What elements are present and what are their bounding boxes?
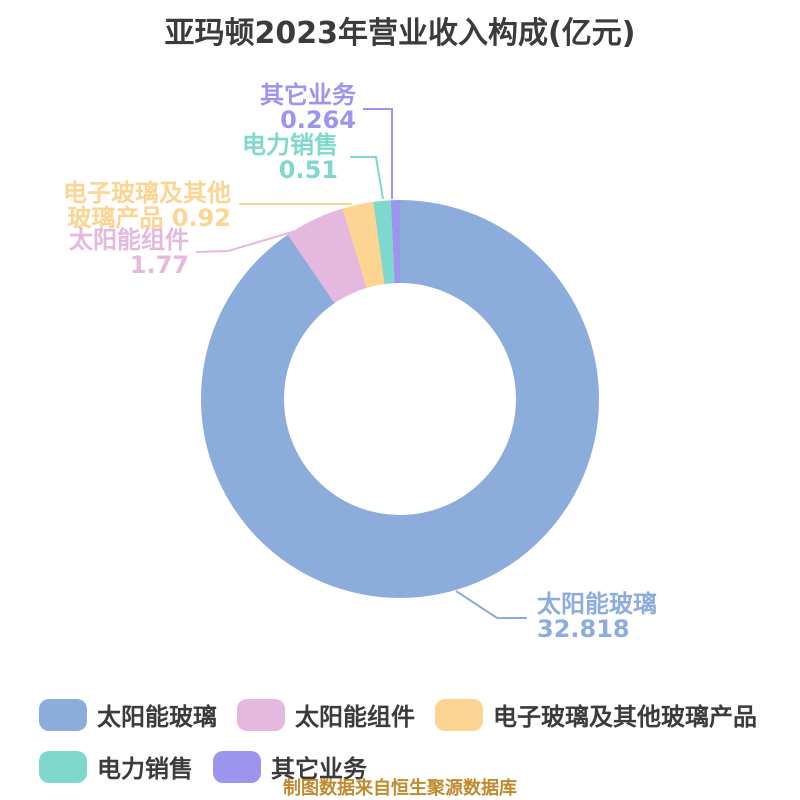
- callout-solar-module-name: 太阳能组件: [69, 226, 189, 254]
- callout-solar-glass-name: 太阳能玻璃: [537, 590, 657, 618]
- callout-solar-glass: 太阳能玻璃 32.818: [537, 592, 657, 642]
- callout-power-sales-name: 电力销售: [242, 131, 338, 159]
- chart-title: 亚玛顿2023年营业收入构成(亿元): [164, 16, 636, 51]
- legend-swatch-electronic-glass: [435, 698, 483, 731]
- callout-solar-module-value: 1.77: [129, 251, 189, 279]
- callout-other-business: 其它业务 0.264: [260, 83, 356, 133]
- legend-item-other-business: 其它业务: [213, 749, 367, 784]
- callout-other-business-value: 0.264: [280, 106, 356, 134]
- legend-swatch-solar-glass: [39, 698, 87, 731]
- legend-item-solar-glass: 太阳能玻璃: [39, 697, 217, 732]
- legend-item-power-sales: 电力销售: [39, 749, 193, 784]
- legend-item-electronic-glass: 电子玻璃及其他玻璃产品: [435, 697, 757, 732]
- legend-label-solar-glass: 太阳能玻璃: [97, 703, 217, 731]
- leader-line-power-sales: [350, 156, 384, 200]
- callout-solar-glass-value: 32.818: [537, 615, 630, 643]
- callout-other-business-name: 其它业务: [260, 81, 356, 109]
- callout-solar-module: 太阳能组件 1.77: [69, 228, 189, 278]
- legend-row-2: 电力销售 其它业务: [39, 749, 757, 784]
- callout-electronic-glass: 电子玻璃及其他 玻璃产品 0.92: [63, 181, 231, 231]
- legend: 太阳能玻璃 太阳能组件 电子玻璃及其他玻璃产品 电力销售 其它业务: [39, 697, 757, 784]
- legend-label-electronic-glass: 电子玻璃及其他玻璃产品: [493, 703, 757, 731]
- callout-electronic-glass-value: 玻璃产品 0.92: [67, 204, 231, 232]
- callout-power-sales: 电力销售 0.51: [242, 133, 338, 183]
- callout-power-sales-value: 0.51: [278, 156, 338, 184]
- legend-swatch-other-business: [213, 750, 261, 783]
- legend-row-1: 太阳能玻璃 太阳能组件 电子玻璃及其他玻璃产品: [39, 697, 757, 732]
- legend-item-solar-module: 太阳能组件: [237, 697, 415, 732]
- legend-swatch-solar-module: [237, 698, 285, 731]
- donut-hole: [284, 283, 516, 515]
- callout-electronic-glass-name: 电子玻璃及其他: [63, 179, 231, 207]
- legend-label-other-business: 其它业务: [271, 755, 367, 783]
- legend-swatch-power-sales: [39, 750, 87, 783]
- leader-line-other-business: [363, 108, 393, 199]
- leader-line-solar-glass: [455, 590, 527, 619]
- legend-label-solar-module: 太阳能组件: [295, 703, 415, 731]
- data-source-note: 制图数据来自恒生聚源数据库: [283, 778, 517, 799]
- legend-label-power-sales: 电力销售: [97, 755, 193, 783]
